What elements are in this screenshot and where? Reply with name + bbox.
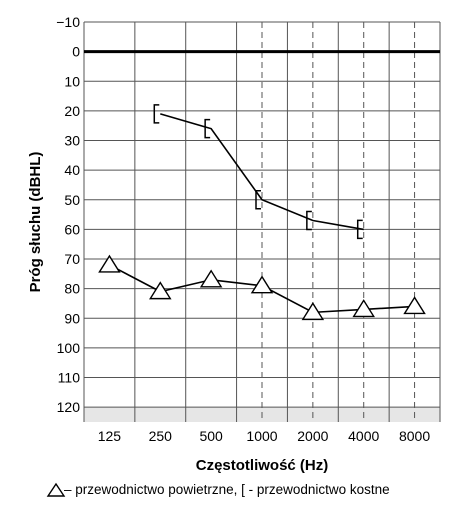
y-tick-label: 80: [64, 281, 80, 297]
x-tick-label: 2000: [297, 428, 328, 444]
air-conduction-point: [250, 275, 274, 294]
y-tick-label: 70: [64, 251, 80, 267]
y-tick-label: 60: [64, 221, 80, 237]
air-conduction-point: [199, 269, 223, 288]
legend-triangle-icon: [46, 482, 66, 497]
y-axis-label: Próg słuchu (dBHL): [27, 152, 44, 293]
bone-conduction-point: [255, 190, 261, 210]
air-conduction-point: [149, 281, 172, 300]
y-tick-label: 100: [57, 340, 81, 356]
y-tick-label: 0: [72, 44, 80, 60]
y-tick-label: 10: [64, 73, 80, 89]
legend-text: – przewodnictwo powietrzne, [ - przewodn…: [64, 482, 390, 497]
y-tick-label: 110: [58, 370, 81, 386]
y-tick-label: 40: [64, 162, 80, 178]
x-tick-label: 500: [199, 428, 223, 444]
y-tick-label: 120: [57, 399, 81, 415]
x-tick-label: 250: [149, 428, 173, 444]
x-axis-label: Częstotliwość (Hz): [196, 457, 329, 474]
legend: – przewodnictwo powietrzne, [ - przewodn…: [46, 482, 390, 497]
x-tick-label: 8000: [399, 428, 430, 444]
x-tick-label: 4000: [348, 428, 379, 444]
x-tick-label: 125: [98, 428, 122, 444]
air-conduction-point: [352, 299, 375, 318]
air-conduction-point: [301, 302, 325, 321]
bone-conduction-line: [160, 113, 364, 231]
y-tick-label: 50: [64, 192, 80, 208]
y-tick-label: 20: [64, 103, 80, 119]
bone-conduction-point: [356, 219, 363, 240]
air-conduction-point: [403, 296, 426, 315]
y-tick-label: −10: [56, 14, 80, 30]
bone-conduction-point: [153, 104, 160, 124]
y-tick-label: 30: [64, 133, 80, 149]
y-tick-label: 90: [64, 310, 80, 326]
bone-conduction-point: [204, 118, 211, 139]
bone-conduction-point: [306, 210, 312, 231]
air-conduction-point: [98, 254, 121, 273]
x-tick-label: 1000: [246, 428, 277, 444]
